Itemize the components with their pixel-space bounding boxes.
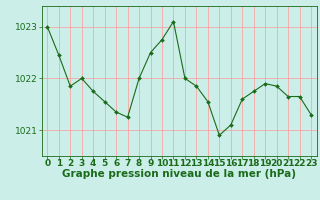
X-axis label: Graphe pression niveau de la mer (hPa): Graphe pression niveau de la mer (hPa) <box>62 169 296 179</box>
